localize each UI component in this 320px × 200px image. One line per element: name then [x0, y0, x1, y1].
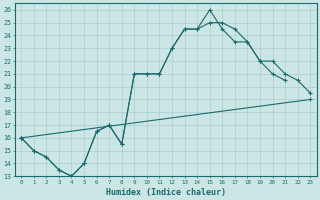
X-axis label: Humidex (Indice chaleur): Humidex (Indice chaleur): [106, 188, 226, 197]
